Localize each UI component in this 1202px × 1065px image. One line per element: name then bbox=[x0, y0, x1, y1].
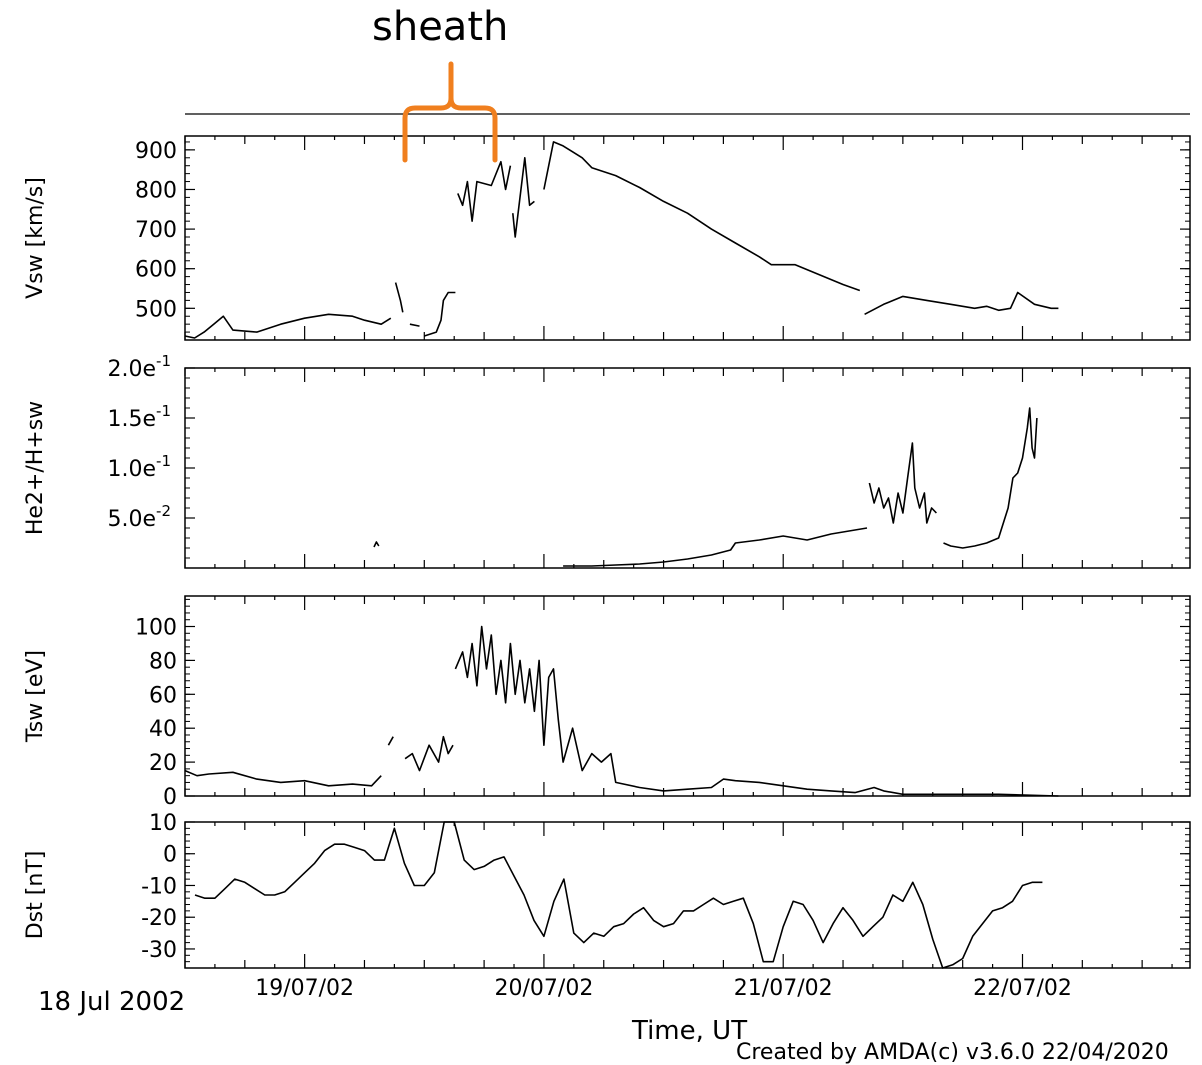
y-tick-label: 1.5e-1 bbox=[108, 402, 172, 432]
y-tick-label: 80 bbox=[149, 649, 177, 674]
x-tick-label: 20/07/02 bbox=[495, 976, 594, 1001]
series-line bbox=[373, 407, 1038, 567]
y-tick-label: 10 bbox=[149, 811, 177, 836]
x-tick-label: 19/07/02 bbox=[255, 976, 354, 1001]
y-tick-label: 0 bbox=[163, 785, 177, 810]
y-tick-label: 40 bbox=[149, 717, 177, 742]
y-tick-label: 500 bbox=[135, 297, 177, 322]
y-tick-label: -10 bbox=[141, 874, 177, 899]
y-tick-label: 600 bbox=[135, 258, 177, 283]
y-tick-label: 60 bbox=[149, 683, 177, 708]
series-line bbox=[184, 141, 1059, 339]
y-tick-label: 800 bbox=[135, 178, 177, 203]
credit-label: Created by AMDA(c) v3.6.0 22/04/2020 bbox=[736, 1040, 1169, 1065]
y-tick-label: 700 bbox=[135, 218, 177, 243]
x-tick-label: 22/07/02 bbox=[973, 976, 1072, 1001]
y-tick-label: 900 bbox=[135, 139, 177, 164]
y-tick-label: 100 bbox=[135, 616, 177, 641]
y-axis-label: Tsw [eV] bbox=[23, 650, 48, 743]
xaxis-label: Time, UT bbox=[632, 1016, 748, 1046]
x-tick-label: 21/07/02 bbox=[734, 976, 833, 1001]
y-tick-label: -20 bbox=[141, 906, 177, 931]
y-axis-label: He2+/H+sw bbox=[23, 401, 48, 535]
series-line bbox=[184, 625, 1059, 797]
panel-frame bbox=[184, 135, 1191, 341]
panel-frame bbox=[184, 595, 1191, 797]
sheath-label: sheath bbox=[372, 4, 509, 50]
panel-frame bbox=[184, 821, 1191, 969]
series-line bbox=[194, 821, 1043, 969]
y-axis-label: Dst [nT] bbox=[23, 851, 48, 940]
y-axis-label: Vsw [km/s] bbox=[23, 177, 48, 299]
y-tick-label: -30 bbox=[141, 938, 177, 963]
y-tick-label: 0 bbox=[163, 843, 177, 868]
start-date-label: 18 Jul 2002 bbox=[38, 987, 186, 1017]
sheath-bracket bbox=[402, 61, 498, 163]
y-tick-label: 20 bbox=[149, 751, 177, 776]
